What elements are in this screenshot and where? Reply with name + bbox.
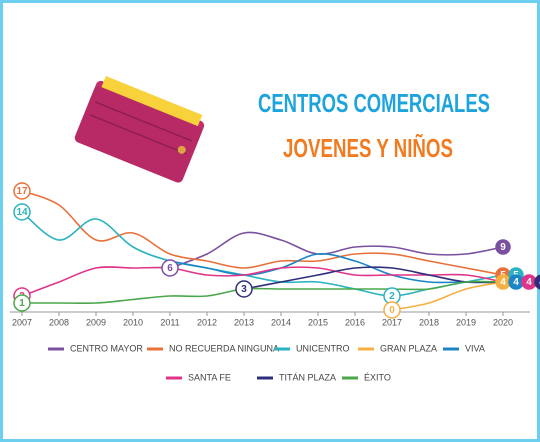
legend-label: SANTA FE [188, 372, 231, 382]
legend-label: VIVA [465, 343, 485, 353]
series-line [169, 231, 504, 269]
data-label-badge [161, 259, 179, 277]
data-label-badge [495, 239, 511, 255]
legend-label: CENTRO MAYOR [70, 343, 143, 353]
data-label-badge [13, 182, 31, 200]
legend-label: ÉXITO [364, 372, 391, 382]
series-line [21, 190, 504, 276]
x-tick-label: 2019 [456, 317, 476, 327]
chart-subtitle: JOVENES Y NIÑOS [283, 133, 453, 163]
series-line [22, 280, 504, 305]
series-line [169, 253, 503, 284]
legend-label: GRAN PLAZA [380, 343, 437, 353]
data-label: 6 [167, 263, 173, 274]
x-tick-label: 2013 [234, 317, 254, 327]
series-line [391, 281, 504, 311]
data-label-badge [13, 294, 31, 312]
data-label: 4 [526, 277, 532, 288]
x-tick-label: 2015 [308, 317, 328, 327]
chart-title: CENTROS COMERCIALES [258, 88, 490, 118]
legend-label: TITÁN PLAZA [279, 372, 336, 382]
data-label: 17 [16, 186, 28, 197]
wallet-illustration [74, 76, 205, 183]
data-label-badge [383, 301, 401, 319]
data-label: 9 [500, 242, 506, 253]
data-label: 0 [389, 305, 395, 316]
data-label: 3 [241, 284, 247, 295]
x-tick-label: 2010 [123, 317, 143, 327]
data-label: 4 [513, 277, 519, 288]
x-tick-label: 2012 [197, 317, 217, 327]
data-label: 1 [19, 298, 25, 309]
data-label-badge [534, 274, 540, 290]
legend-label: NO RECUERDA NINGUNA [169, 343, 279, 353]
x-tick-label: 2017 [382, 317, 402, 327]
x-tick-label: 2014 [271, 317, 291, 327]
x-tick-label: 2009 [86, 317, 106, 327]
data-label: 2 [389, 291, 395, 302]
data-label-badge [235, 280, 253, 298]
data-label-badge [13, 203, 31, 221]
data-label: 4 [500, 277, 506, 288]
data-label: 14 [16, 207, 28, 218]
x-tick-label: 2016 [345, 317, 365, 327]
x-tick-label: 2018 [419, 317, 439, 327]
x-tick-label: 2011 [160, 317, 179, 327]
x-tick-label: 2008 [49, 317, 69, 327]
x-tick-label: 2007 [12, 317, 32, 327]
x-tick-label: 2020 [493, 317, 513, 327]
legend-label: UNICENTRO [296, 343, 350, 353]
